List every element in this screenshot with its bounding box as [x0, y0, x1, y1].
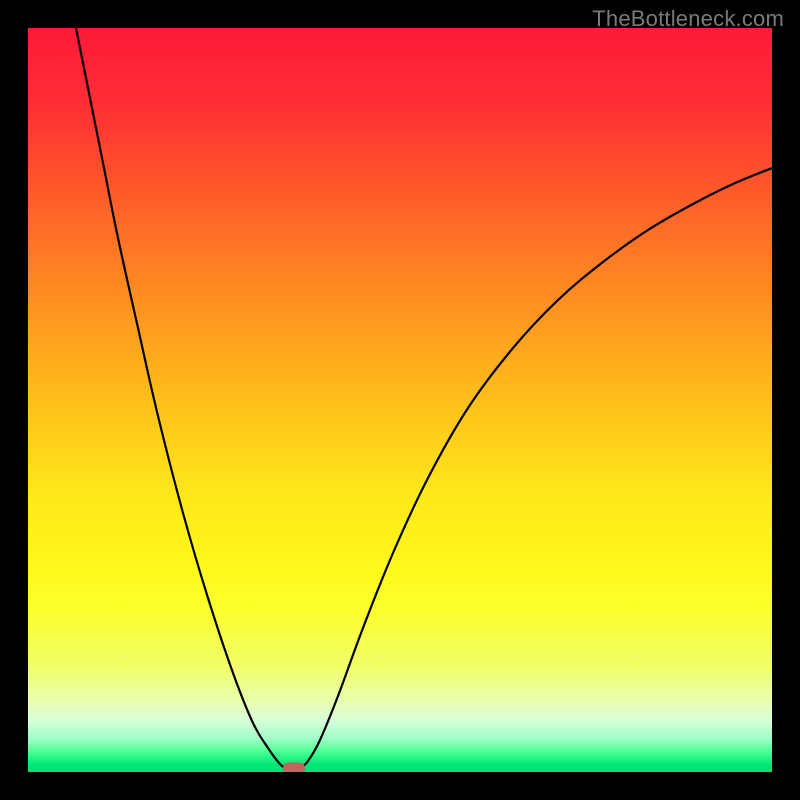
curve-line [28, 28, 772, 772]
minimum-marker [283, 763, 305, 773]
watermark-text: TheBottleneck.com [592, 6, 784, 32]
plot-area [28, 28, 772, 772]
